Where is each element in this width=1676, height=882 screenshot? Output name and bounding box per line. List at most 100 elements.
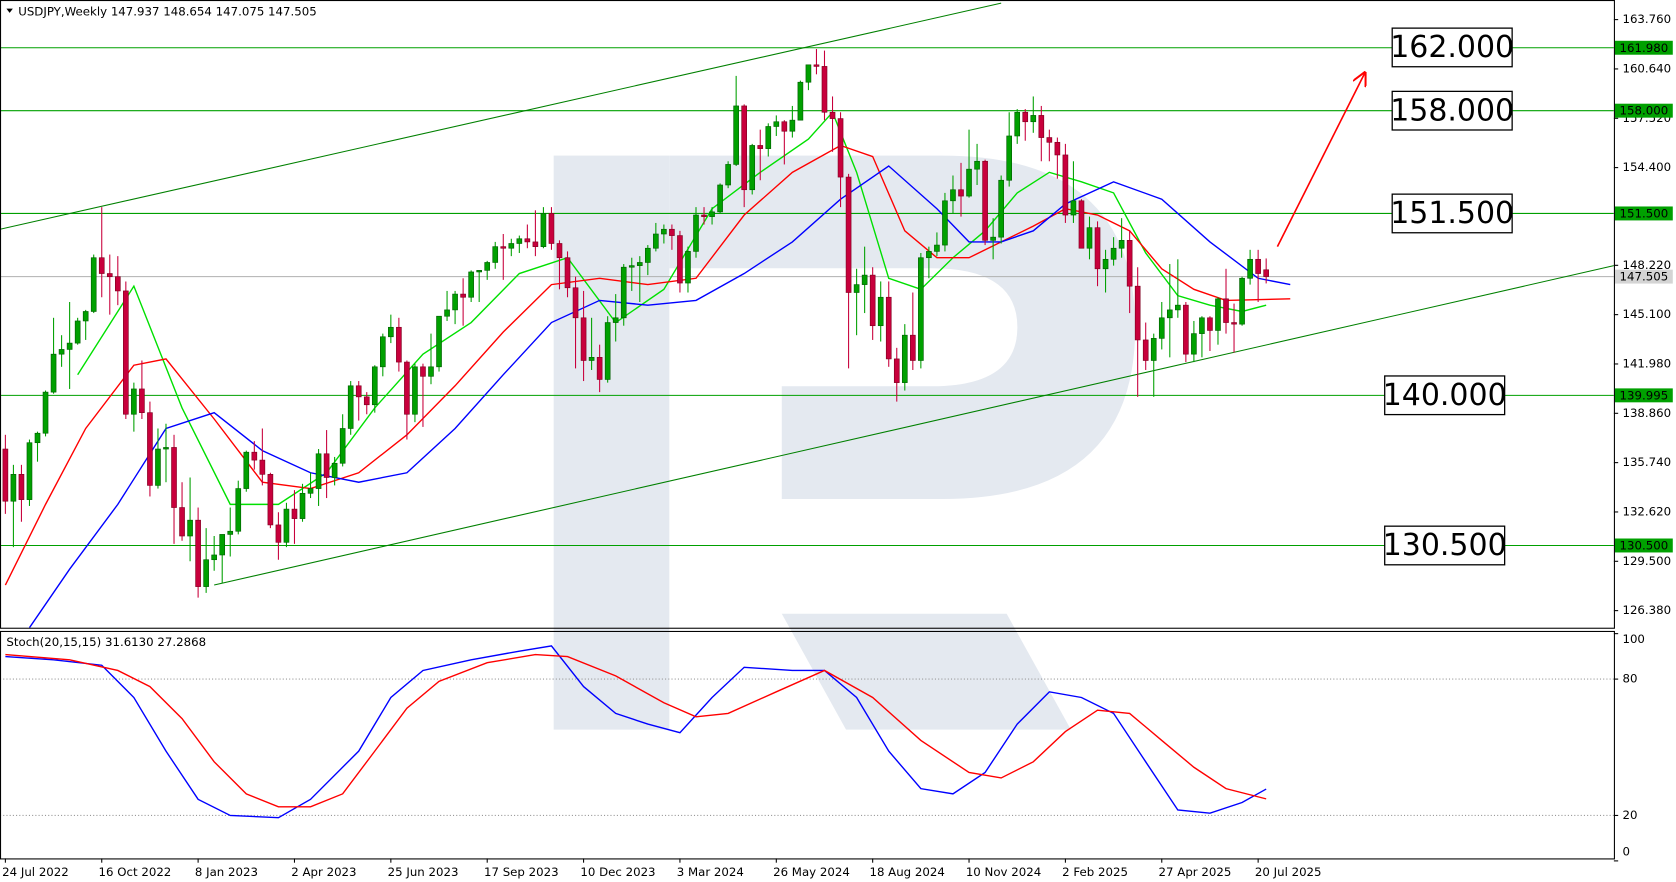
candle-body	[10, 474, 17, 502]
level-label: 161.980	[1620, 41, 1669, 55]
candle-body	[669, 228, 675, 236]
candle-body	[50, 353, 57, 393]
candle-body	[1086, 227, 1093, 249]
annotation-label: 140.000	[1383, 378, 1507, 413]
candle-body	[548, 213, 555, 244]
candle-body	[1094, 227, 1101, 270]
candle-body	[901, 334, 908, 383]
candle-body	[1166, 309, 1173, 319]
candle-body	[797, 81, 804, 121]
candle-body	[1078, 200, 1085, 249]
y-tick-label: 141.980	[1622, 356, 1671, 370]
stoch-panel	[0, 645, 1614, 819]
annotation-label: 158.000	[1390, 93, 1514, 128]
candle-body	[765, 126, 772, 149]
annotation-label: 130.500	[1383, 528, 1507, 563]
candle-body	[685, 251, 691, 284]
candle-body	[757, 145, 764, 149]
level-box	[1614, 206, 1673, 221]
y-tick-label: 126.380	[1622, 603, 1671, 617]
candle-body	[982, 160, 988, 241]
x-tick-label: 16 Oct 2022	[99, 865, 172, 879]
level-label: 158.000	[1620, 104, 1669, 118]
level-label: 139.995	[1620, 388, 1669, 402]
candle-body	[853, 284, 860, 293]
candle-body	[869, 274, 876, 327]
candle-body	[829, 111, 836, 119]
candle-body	[661, 228, 667, 235]
candle-body	[259, 459, 266, 475]
annotation-box	[1391, 90, 1513, 131]
y-tick-label: 160.640	[1622, 61, 1671, 75]
x-tick-label: 26 May 2024	[773, 865, 850, 879]
candle-body	[299, 492, 306, 519]
y-tick-label: 163.760	[1622, 12, 1671, 26]
candle-body	[516, 238, 523, 244]
candle-body	[436, 315, 442, 368]
candle-body	[444, 309, 450, 317]
indicator-line	[5, 645, 1267, 819]
candle-body	[1231, 322, 1237, 325]
candle-body	[219, 534, 226, 556]
x-tick-label: 24 Jul 2022	[2, 865, 69, 879]
candle-body	[1022, 111, 1029, 123]
candle-body	[628, 265, 635, 268]
y-tick-label: 154.400	[1622, 160, 1671, 174]
candle-body	[645, 247, 651, 263]
candle-body	[1175, 304, 1181, 311]
candle-body	[1263, 269, 1269, 277]
level-box	[1614, 103, 1673, 118]
candle-body	[580, 317, 587, 361]
candle-body	[1054, 141, 1061, 156]
indicator-line	[28, 165, 1291, 628]
candle-body	[18, 474, 25, 500]
candle-body	[404, 361, 410, 415]
candle-body	[452, 293, 458, 311]
candle-body	[98, 257, 105, 274]
candle-body	[885, 296, 892, 360]
y-tick-label: 148.220	[1622, 258, 1671, 272]
annotation-box	[1384, 525, 1506, 566]
candle-body	[114, 276, 121, 292]
candle-body	[412, 366, 418, 415]
candle-body	[484, 262, 491, 271]
y-tick-label: 145.100	[1622, 307, 1671, 321]
candle-body	[195, 519, 201, 587]
indicator-line	[4, 144, 1291, 586]
current-price-label: 147.505	[1620, 270, 1669, 284]
annotation-box	[1391, 193, 1513, 234]
candle-body	[677, 235, 683, 284]
candle-body	[388, 326, 394, 338]
x-tick-label: 10 Dec 2023	[580, 865, 655, 879]
menu-icon[interactable]	[6, 8, 13, 13]
candle-body	[508, 243, 515, 249]
candle-body	[725, 164, 731, 186]
x-tick-label: 25 Jun 2023	[388, 865, 459, 879]
candle-body	[1158, 317, 1165, 339]
candle-body	[845, 176, 852, 293]
candle-body	[693, 214, 699, 252]
candle-body	[347, 385, 354, 429]
level-box	[1614, 388, 1673, 403]
candle-body	[355, 385, 362, 398]
candle-body	[235, 488, 242, 532]
candle-body	[139, 388, 145, 413]
candle-body	[283, 508, 290, 543]
candle-body	[733, 105, 739, 165]
candle-body	[1126, 240, 1133, 287]
trend-line	[0, 2, 1002, 230]
y-tick-label: 80	[1622, 672, 1637, 686]
level-box	[1614, 538, 1673, 553]
candle-body	[307, 488, 314, 494]
indicator-line	[5, 653, 1267, 808]
candle-body	[1038, 115, 1045, 138]
candle-body	[227, 530, 234, 535]
price-panel	[0, 2, 1614, 628]
candle-body	[934, 244, 940, 252]
x-tick-label: 20 Jul 2025	[1255, 865, 1322, 879]
candle-body	[339, 428, 346, 464]
candle-body	[1046, 137, 1053, 143]
candle-body	[620, 266, 627, 319]
candle-body	[1142, 339, 1149, 361]
